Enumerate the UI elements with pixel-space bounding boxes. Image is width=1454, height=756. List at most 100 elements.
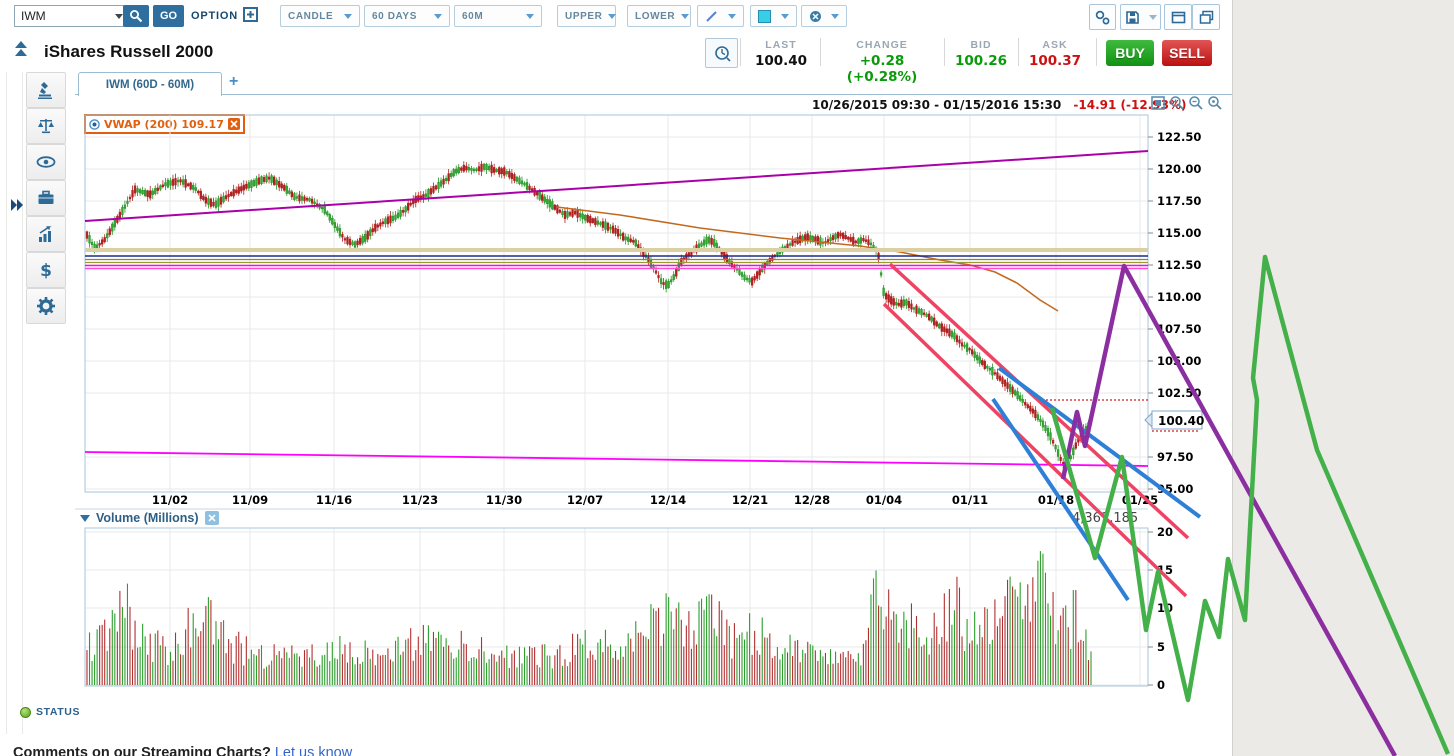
chevron-down-icon: [1148, 14, 1157, 20]
save-icon: [1125, 10, 1139, 24]
line-tool-dropdown[interactable]: [697, 5, 744, 27]
svg-text:15: 15: [1157, 563, 1173, 577]
zoom-reset-icon[interactable]: [1207, 95, 1223, 111]
svg-text:12/28: 12/28: [794, 493, 830, 507]
remove-vwap-button[interactable]: [227, 118, 240, 130]
quote-bar: iShares Russell 2000 LAST 100.40 CHANGE …: [0, 30, 1232, 85]
footer-question: Comments on our Streaming Charts?: [13, 745, 271, 756]
chevron-down-icon: [344, 13, 352, 19]
svg-text:100.40: 100.40: [1158, 414, 1204, 428]
change-value: +0.28 (+0.28%): [846, 53, 918, 85]
footer-link[interactable]: Let us know: [274, 745, 353, 756]
zoom-in-icon[interactable]: [1169, 95, 1185, 111]
sidebar-item-trade[interactable]: $: [26, 252, 66, 288]
sidebar-item-watchlist[interactable]: [26, 144, 66, 180]
sidebar-item-portfolio[interactable]: [26, 180, 66, 216]
eye-icon: [36, 156, 56, 168]
axis-labels: 122.50 120.00 117.50 115.00 112.50 110.00 107.…: [152, 130, 1202, 692]
close-icon: [207, 514, 216, 522]
reference-lines: [75, 150, 1199, 510]
collapse-panel-button[interactable]: [13, 40, 29, 63]
vwap-indicator-legend[interactable]: VWAP (200) 109.17: [84, 114, 245, 134]
page-background: [1232, 0, 1454, 756]
link-settings-button[interactable]: [1089, 4, 1116, 30]
chart-type-dropdown[interactable]: CANDLE: [280, 5, 360, 27]
svg-text:110.00: 110.00: [1157, 290, 1201, 304]
gear-icon: [37, 297, 55, 315]
svg-text:0: 0: [1157, 678, 1165, 692]
volume-panel-header: Volume (Millions): [80, 511, 219, 525]
sidebar-expand-button[interactable]: [10, 198, 25, 217]
chevron-down-icon: [608, 13, 617, 19]
chart-zoom-controls: [1150, 95, 1223, 111]
collapse-volume-icon[interactable]: [80, 514, 90, 522]
search-button[interactable]: [123, 5, 149, 27]
chevron-down-icon: [728, 13, 736, 19]
volume-panel-label: Volume (Millions): [96, 511, 199, 525]
save-layout-button[interactable]: [1120, 4, 1161, 30]
new-window-button[interactable]: [1164, 4, 1192, 30]
symbol-input[interactable]: IWM: [14, 5, 130, 27]
close-icon: [230, 120, 238, 128]
svg-text:12/21: 12/21: [732, 493, 768, 507]
svg-text:11/23: 11/23: [402, 493, 438, 507]
radio-icon: [89, 118, 100, 130]
color-swatch-icon: [758, 9, 771, 23]
sidebar-divider-line: [22, 34, 23, 734]
ask-field: ASK 100.37: [1024, 39, 1086, 69]
sell-button[interactable]: SELL: [1162, 40, 1212, 66]
cascade-windows-button[interactable]: [1192, 4, 1220, 30]
lower-indicator-dropdown[interactable]: LOWER: [627, 5, 691, 27]
blue-trendline-shallow: [997, 366, 1202, 519]
svg-text:01/25: 01/25: [1122, 493, 1158, 507]
vwap-line: [556, 206, 1059, 312]
marquee-zoom-icon[interactable]: [1150, 95, 1166, 111]
option-label: OPTION: [191, 10, 238, 22]
svg-text:120.00: 120.00: [1157, 162, 1201, 176]
last-volume-label: 4,361,185: [1072, 511, 1138, 526]
sidebar-item-settings[interactable]: [26, 288, 66, 324]
trendline-tool-icon: [706, 10, 717, 22]
new-tab-button[interactable]: +: [229, 73, 239, 90]
svg-text:95.00: 95.00: [1157, 482, 1193, 496]
interval-dropdown[interactable]: 60M: [454, 5, 542, 27]
remove-volume-button[interactable]: [204, 511, 219, 525]
period-dropdown[interactable]: 60 DAYS: [364, 5, 450, 27]
chevron-down-icon: [781, 13, 789, 19]
ask-value: 100.37: [1028, 53, 1082, 69]
window-icon: [1171, 11, 1185, 23]
go-button[interactable]: GO: [153, 5, 184, 27]
upper-indicator-dropdown[interactable]: UPPER: [557, 5, 617, 27]
blue-trendline-steep: [991, 397, 1130, 602]
tab-iwm-chart[interactable]: IWM (60D - 60M): [78, 72, 222, 96]
sidebar-item-compare[interactable]: [26, 108, 66, 144]
vwap-legend-label: VWAP (200) 109.17: [104, 117, 224, 131]
svg-text:115.00: 115.00: [1157, 226, 1201, 240]
sidebar-item-research[interactable]: [26, 72, 66, 108]
cascade-windows-icon: [1199, 10, 1213, 24]
svg-text:12/14: 12/14: [650, 493, 686, 507]
buy-button[interactable]: BUY: [1106, 40, 1154, 66]
quote-refresh-button[interactable]: [705, 38, 738, 68]
support-line-magenta: [84, 451, 1149, 467]
status-bar: STATUS: [20, 706, 80, 718]
last-value: 100.40: [754, 53, 808, 69]
shape-tool-dropdown[interactable]: [801, 5, 847, 27]
svg-text:5: 5: [1157, 640, 1165, 654]
sidebar-item-charts[interactable]: [26, 216, 66, 252]
chart-panel-top-border: [75, 94, 1232, 95]
svg-text:11/09: 11/09: [232, 493, 268, 507]
clock-icon: [714, 46, 731, 62]
svg-text:112.50: 112.50: [1157, 258, 1201, 272]
color-swatch-dropdown[interactable]: [750, 5, 797, 27]
chart-grid: [84, 114, 1149, 687]
zoom-out-icon[interactable]: [1188, 95, 1204, 111]
option-expand-icon[interactable]: [243, 7, 258, 27]
svg-text:107.50: 107.50: [1157, 322, 1201, 336]
svg-text:12/07: 12/07: [567, 493, 603, 507]
symbol-value: IWM: [21, 9, 46, 23]
chevron-down-icon: [526, 13, 534, 19]
last-field: LAST 100.40: [745, 39, 817, 69]
briefcase-icon: [38, 190, 54, 204]
